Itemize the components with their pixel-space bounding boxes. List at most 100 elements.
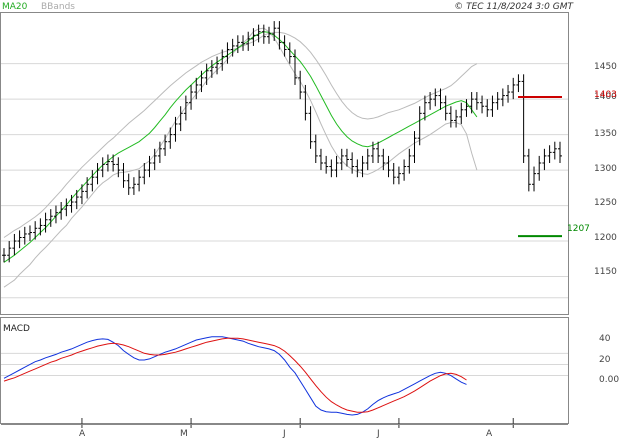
- ohlc-bar: [199, 70, 204, 93]
- price-tick-1150: 1150: [594, 267, 617, 277]
- ohlc-bar: [454, 109, 459, 128]
- ohlc-bar: [74, 189, 79, 210]
- ohlc-bar: [506, 84, 511, 103]
- ohlc-bar: [370, 141, 375, 163]
- ohlc-bar: [48, 209, 53, 227]
- bband-upper-line: [3, 31, 478, 238]
- ohlc-bar: [235, 35, 240, 54]
- ohlc-bar: [53, 205, 58, 224]
- price-tick-1350: 1350: [594, 129, 617, 139]
- ohlc-bar: [230, 38, 235, 57]
- legend-bbands: BBands: [41, 2, 75, 12]
- ohlc-bar: [365, 148, 370, 171]
- ohlc-bar: [142, 163, 147, 185]
- ohlc-bar: [558, 141, 562, 163]
- ohlc-bar: [33, 221, 38, 240]
- ohlc-bar: [438, 88, 443, 110]
- signal-line: [3, 337, 467, 413]
- ohlc-bar: [116, 157, 121, 178]
- ohlc-bar: [474, 92, 479, 110]
- ohlc-bar: [552, 141, 557, 160]
- ohlc-bar: [79, 184, 84, 205]
- price-tick-1300: 1300: [594, 164, 617, 174]
- legend-ma20: MA20: [2, 2, 28, 12]
- ohlc-bar: [22, 226, 27, 245]
- ohlc-bar: [85, 177, 90, 199]
- ohlc-bar: [90, 170, 95, 192]
- ohlc-bar: [298, 70, 303, 100]
- ohlc-bar: [469, 92, 474, 114]
- ohlc-bar: [126, 173, 131, 195]
- ohlc-bar: [225, 42, 230, 64]
- ohlc-bar: [526, 148, 531, 192]
- ohlc-bar: [464, 99, 469, 117]
- ohlc-bar: [532, 166, 537, 192]
- x-label-apr: A: [79, 429, 86, 439]
- ohlc-bar: [459, 102, 464, 124]
- macd-line: [3, 336, 467, 416]
- ohlc-bar: [157, 141, 162, 163]
- ohlc-bar: [282, 35, 287, 57]
- ohlc-bar: [27, 225, 32, 242]
- price-tick-1250: 1250: [594, 198, 617, 208]
- ohlc-bar: [209, 60, 214, 78]
- ohlc-bar: [443, 95, 448, 121]
- macd-tick-20: 20: [599, 355, 611, 365]
- ohlc-bar: [204, 63, 209, 85]
- ohlc-bar: [194, 77, 199, 100]
- ohlc-bar: [396, 166, 401, 185]
- ohlc-bar: [287, 42, 292, 64]
- ohlc-bar: [261, 24, 266, 44]
- ohlc-bar: [412, 131, 417, 163]
- ohlc-bar: [339, 148, 344, 171]
- ohlc-bar: [428, 92, 433, 110]
- ohlc-bar: [64, 198, 69, 217]
- ohlc-bar: [386, 155, 391, 178]
- ohlc-bar: [267, 26, 272, 44]
- ohlc-bar: [490, 95, 495, 117]
- ohlc-bar: [433, 88, 438, 107]
- ohlc-bar: [241, 35, 246, 51]
- ohlc-bar: [448, 106, 453, 128]
- ohlc-bar: [168, 127, 173, 149]
- ohlc-bar: [350, 152, 355, 174]
- ohlc-bar: [318, 148, 323, 171]
- ohlc-bar: [360, 155, 365, 178]
- ohlc-bar: [183, 95, 188, 121]
- ohlc-bar: [220, 49, 225, 71]
- ohlc-bar: [7, 241, 12, 263]
- copyright: © TEC 11/8/2024 3:0 GMT: [454, 2, 574, 12]
- ohlc-bar: [189, 84, 194, 110]
- ohlc-bar: [272, 21, 277, 41]
- price-tick-1400: 1400: [594, 92, 617, 102]
- ohlc-bar: [329, 159, 334, 178]
- ohlc-bar: [344, 148, 349, 167]
- ohlc-bar: [324, 155, 329, 174]
- ohlc-bar: [173, 116, 178, 142]
- x-label-jun: J: [282, 429, 286, 439]
- x-label-may: M: [180, 429, 188, 439]
- ohlc-bar: [480, 95, 485, 114]
- ohlc-bar: [111, 154, 116, 172]
- ohlc-bar: [313, 134, 318, 163]
- ohlc-bar: [12, 233, 17, 256]
- ohlc-bar: [537, 155, 542, 181]
- ohlc-bar: [147, 155, 152, 178]
- ohlc-bar: [334, 155, 339, 178]
- ohlc-bar: [100, 157, 105, 178]
- ohlc-bar: [246, 31, 251, 51]
- ohlc-bar: [402, 159, 407, 181]
- bband-lower-line: [3, 27, 478, 288]
- ohlc-bar: [59, 202, 64, 220]
- ohlc-bar: [422, 95, 427, 121]
- ohlc-bar: [277, 21, 282, 50]
- ohlc-bar: [105, 154, 110, 172]
- ohlc-bar: [376, 141, 381, 163]
- macd-tick-0: 0.00: [599, 375, 619, 385]
- ohlc-bar: [43, 212, 48, 233]
- ohlc-bar: [381, 148, 386, 171]
- ohlc-bar: [256, 24, 261, 43]
- support-label: 1207: [567, 224, 590, 234]
- ohlc-bar: [355, 159, 360, 178]
